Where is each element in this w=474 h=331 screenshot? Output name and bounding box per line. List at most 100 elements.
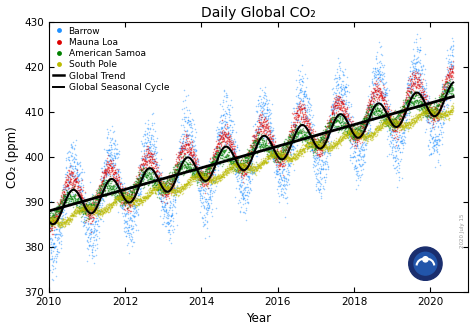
Point xyxy=(116,192,123,197)
Point xyxy=(189,176,197,182)
Point xyxy=(179,158,186,163)
Point xyxy=(295,147,303,153)
Point xyxy=(230,151,238,156)
Point xyxy=(353,165,360,170)
Point xyxy=(82,206,90,211)
Point xyxy=(216,176,223,181)
Point xyxy=(380,111,388,116)
Point xyxy=(405,125,412,130)
Point xyxy=(396,125,404,130)
Point xyxy=(194,187,201,193)
Point xyxy=(376,72,383,78)
Point xyxy=(174,177,182,182)
Point xyxy=(62,172,69,177)
Point xyxy=(325,123,333,128)
Point xyxy=(95,210,103,215)
Point xyxy=(434,146,441,151)
Point xyxy=(56,220,64,225)
Point xyxy=(343,134,350,140)
Point xyxy=(291,136,298,141)
Point xyxy=(128,190,135,195)
Point xyxy=(265,146,273,151)
Point xyxy=(78,195,85,201)
Point xyxy=(138,169,146,175)
Point xyxy=(389,121,396,127)
Point xyxy=(251,166,259,172)
Point xyxy=(111,193,119,199)
Point xyxy=(247,152,255,158)
Point xyxy=(344,113,351,118)
Point xyxy=(79,203,86,209)
Point xyxy=(257,135,265,140)
Point xyxy=(154,182,161,188)
Point xyxy=(276,153,284,158)
Point xyxy=(48,223,56,229)
Point xyxy=(337,137,345,142)
Point xyxy=(137,169,144,174)
Point xyxy=(326,149,334,154)
Point xyxy=(70,178,78,184)
Point xyxy=(332,99,339,105)
Point xyxy=(51,209,58,214)
Point xyxy=(404,96,412,101)
Point xyxy=(61,198,69,204)
Point xyxy=(218,124,226,130)
Point xyxy=(161,190,169,195)
Point xyxy=(310,139,318,144)
X-axis label: Year: Year xyxy=(246,312,271,325)
Point xyxy=(343,132,351,137)
Point xyxy=(201,170,209,175)
Point xyxy=(303,103,310,108)
Point xyxy=(448,68,456,73)
Point xyxy=(219,172,226,177)
Point xyxy=(137,167,145,173)
Point xyxy=(248,167,256,173)
Point xyxy=(85,209,92,214)
Point xyxy=(166,223,174,229)
Point xyxy=(209,163,217,168)
Point xyxy=(186,147,194,152)
Point xyxy=(50,213,58,219)
Point xyxy=(382,122,390,127)
Point xyxy=(234,156,241,162)
Point xyxy=(432,110,439,115)
Point xyxy=(376,76,384,82)
Point xyxy=(66,160,73,166)
Point xyxy=(162,192,169,197)
Point xyxy=(280,183,288,188)
Point xyxy=(295,152,302,158)
Point xyxy=(392,157,400,163)
Point xyxy=(373,98,381,104)
Point xyxy=(160,188,167,193)
Point xyxy=(302,123,310,128)
Point xyxy=(310,143,317,149)
Point xyxy=(180,163,187,168)
Point xyxy=(357,172,365,177)
Point xyxy=(421,106,428,111)
Point xyxy=(171,187,179,192)
Point xyxy=(336,139,343,144)
Point xyxy=(268,150,275,156)
Point xyxy=(432,114,440,119)
Point xyxy=(205,176,212,181)
Point xyxy=(52,217,59,223)
Point xyxy=(398,110,405,115)
Point xyxy=(313,147,320,152)
Point xyxy=(291,155,298,161)
Point xyxy=(448,87,456,92)
Point xyxy=(229,159,237,164)
Point xyxy=(337,122,345,127)
Point xyxy=(322,136,329,142)
Point xyxy=(157,207,164,213)
Point xyxy=(312,187,320,192)
Point xyxy=(211,180,219,185)
Point xyxy=(421,77,429,82)
Point xyxy=(351,135,358,140)
Point xyxy=(395,120,403,126)
Point xyxy=(231,146,239,152)
Point xyxy=(322,144,330,149)
Point xyxy=(77,180,84,186)
Point xyxy=(143,154,150,159)
Point xyxy=(399,103,407,109)
Point xyxy=(416,60,424,65)
